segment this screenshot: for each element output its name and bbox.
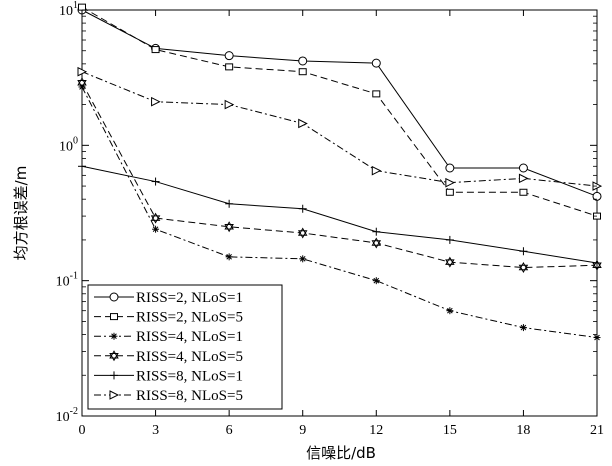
legend-entry: RISS=8, NLoS=5 bbox=[94, 388, 243, 404]
data-point bbox=[225, 253, 233, 261]
data-point bbox=[445, 188, 454, 196]
data-point bbox=[224, 51, 234, 61]
legend-marker bbox=[110, 313, 118, 321]
data-point bbox=[298, 56, 308, 66]
x-tick-label: 21 bbox=[590, 423, 604, 438]
data-point bbox=[225, 199, 234, 208]
data-point bbox=[152, 225, 160, 233]
legend-label: RISS=4, NLoS=1 bbox=[136, 329, 243, 345]
data-point bbox=[151, 96, 161, 107]
legend-entry: RISS=4, NLoS=5 bbox=[94, 349, 243, 365]
x-tick-label: 12 bbox=[369, 423, 383, 438]
data-point bbox=[78, 3, 86, 11]
y-tick-label: 101 bbox=[59, 0, 78, 19]
x-tick-label: 15 bbox=[443, 423, 457, 438]
data-point bbox=[518, 262, 529, 274]
data-point bbox=[77, 66, 88, 77]
data-point bbox=[371, 165, 382, 176]
legend-marker bbox=[109, 350, 119, 362]
data-point bbox=[445, 235, 454, 244]
data-point bbox=[592, 191, 602, 201]
series-line bbox=[81, 9, 598, 197]
legend-label: RISS=2, NLoS=1 bbox=[136, 290, 243, 306]
data-point bbox=[446, 307, 454, 315]
series-line bbox=[81, 165, 598, 264]
x-tick-label: 0 bbox=[79, 423, 86, 438]
data-point bbox=[151, 177, 160, 186]
legend-entry: RISS=4, NLoS=1 bbox=[94, 329, 243, 345]
series-4 bbox=[77, 77, 602, 274]
legend-label: RISS=8, NLoS=1 bbox=[136, 368, 243, 384]
data-point bbox=[372, 227, 381, 236]
legend-box bbox=[87, 284, 283, 410]
series-line bbox=[81, 82, 598, 269]
legend-marker bbox=[109, 390, 120, 400]
data-point bbox=[298, 118, 308, 129]
data-point bbox=[297, 227, 308, 239]
data-point bbox=[372, 90, 381, 98]
data-point bbox=[225, 63, 234, 71]
legend: RISS=2, NLoS=1 RISS=2, NLoS=5 RISS=4, NLoS… bbox=[87, 284, 283, 410]
series-2 bbox=[78, 3, 601, 220]
data-point bbox=[224, 221, 234, 233]
data-point bbox=[371, 58, 381, 68]
data-point bbox=[371, 237, 382, 249]
legend-entry: RISS=8, NLoS=1 bbox=[94, 368, 243, 384]
data-point bbox=[151, 46, 160, 54]
legend-marker bbox=[110, 371, 118, 380]
legend-label: RISS=8, NLoS=5 bbox=[136, 388, 243, 404]
y-tick-label: 10-2 bbox=[56, 406, 78, 425]
series-line bbox=[81, 71, 598, 187]
x-tick-label: 18 bbox=[516, 423, 530, 438]
y-tick-label: 10-1 bbox=[56, 271, 78, 290]
data-point bbox=[445, 163, 455, 173]
y-axis-label: 均方根误差/m bbox=[12, 166, 30, 261]
data-point bbox=[299, 255, 307, 263]
data-point bbox=[519, 247, 528, 256]
data-point bbox=[298, 68, 307, 76]
data-point bbox=[372, 277, 380, 285]
data-point bbox=[298, 204, 307, 213]
data-point bbox=[518, 163, 528, 173]
legend-entry: RISS=2, NLoS=1 bbox=[94, 290, 243, 306]
x-axis-label: 信噪比/dB bbox=[306, 444, 376, 462]
axes: 0 3 6 9 12 15 18 21 10-2 10-1 100 101 bbox=[56, 0, 604, 438]
data-point bbox=[445, 256, 455, 268]
legend-marker bbox=[109, 292, 119, 302]
series-line bbox=[81, 6, 598, 217]
data-point bbox=[519, 188, 528, 196]
data-point bbox=[518, 173, 529, 184]
x-tick-label: 3 bbox=[152, 423, 159, 438]
data-point bbox=[150, 212, 161, 224]
x-tick-label: 9 bbox=[299, 423, 306, 438]
series-6 bbox=[77, 66, 603, 191]
data-point bbox=[445, 177, 455, 188]
data-point bbox=[593, 334, 601, 342]
legend-label: RISS=2, NLoS=5 bbox=[136, 310, 243, 326]
x-tick-label: 6 bbox=[226, 423, 233, 438]
legend-label: RISS=4, NLoS=5 bbox=[136, 349, 243, 365]
data-point bbox=[224, 99, 235, 110]
series-layer bbox=[77, 3, 603, 342]
data-point bbox=[519, 324, 527, 332]
series-5 bbox=[78, 162, 601, 268]
legend-marker bbox=[110, 332, 118, 340]
series-line bbox=[81, 86, 598, 339]
legend-entry: RISS=2, NLoS=5 bbox=[94, 310, 243, 326]
y-tick-label: 100 bbox=[59, 135, 78, 154]
data-point bbox=[593, 259, 601, 268]
